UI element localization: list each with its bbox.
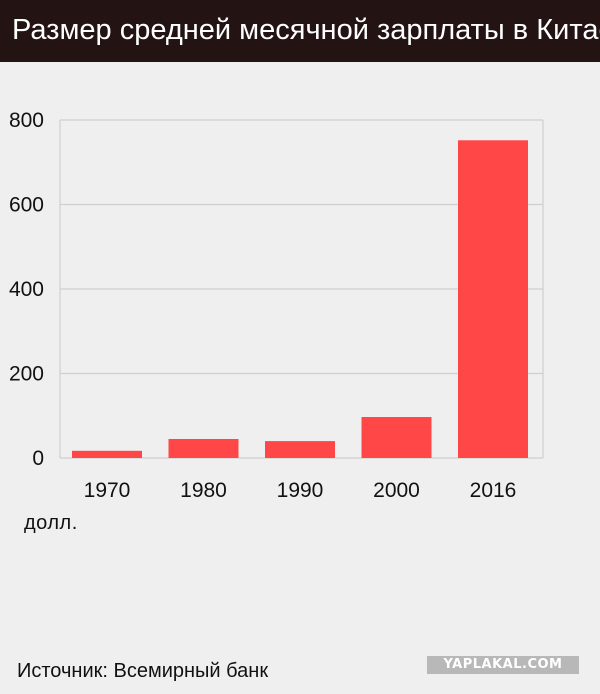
y-tick-labels: 0 200 400 600 800 xyxy=(9,109,44,470)
y-tick-label-0: 0 xyxy=(32,447,44,470)
source-note: Источник: Всемирный банк xyxy=(17,660,269,682)
bar-1980 xyxy=(168,438,239,458)
y-tick-label-400: 400 xyxy=(9,278,44,301)
bar-1990 xyxy=(265,441,335,458)
y-tick-label-800: 800 xyxy=(9,109,44,132)
x-tick-labels: 1970 1980 1990 2000 2016 xyxy=(84,479,517,502)
x-tick-label-1980: 1980 xyxy=(180,479,227,502)
header-bar: Размер средней месячной зарплаты в Китае xyxy=(0,0,600,62)
watermark-logo: YAPLAKAL.COM xyxy=(427,656,579,674)
bar-1970 xyxy=(72,450,142,458)
y-tick-label-600: 600 xyxy=(9,194,44,217)
x-tick-label-1970: 1970 xyxy=(84,479,131,502)
x-tick-label-2000: 2000 xyxy=(373,479,420,502)
unit-label: долл. xyxy=(24,512,78,534)
bar-2000 xyxy=(361,417,432,458)
y-tick-label-200: 200 xyxy=(9,363,44,386)
x-tick-label-2016: 2016 xyxy=(470,479,517,502)
x-tick-label-1990: 1990 xyxy=(277,479,324,502)
chart-title: Размер средней месячной зарплаты в Китае xyxy=(12,14,600,46)
bars xyxy=(72,140,528,458)
bar-2016 xyxy=(458,140,528,458)
